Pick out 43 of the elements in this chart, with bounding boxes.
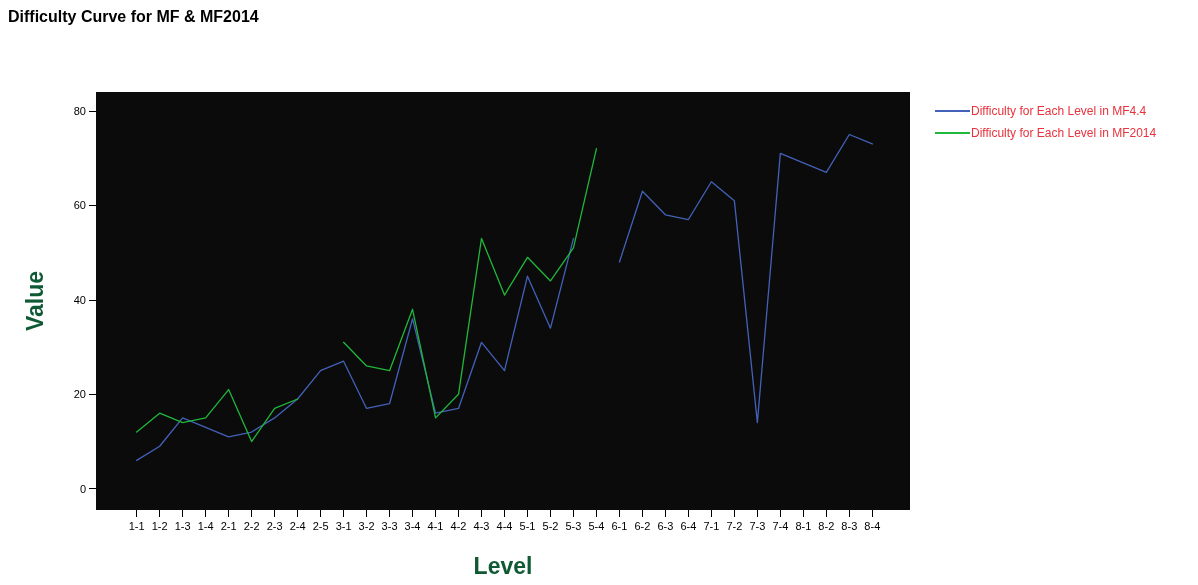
x-tick-label: 3-1 (335, 519, 352, 532)
x-tick-label: 8-4 (864, 519, 881, 532)
legend-label: Difficulty for Each Level in MF4.4 (971, 104, 1147, 118)
x-tick-label: 3-4 (404, 519, 421, 532)
x-tick-label: 4-4 (496, 519, 513, 532)
x-tick-label: 4-1 (427, 519, 444, 532)
x-tick-label: 5-1 (519, 519, 536, 532)
x-tick-label: 7-2 (726, 519, 743, 532)
x-tick-label: 4-3 (473, 519, 490, 532)
x-tick-label: 5-2 (542, 519, 559, 532)
x-tick-label: 1-3 (174, 519, 191, 532)
x-tick-label: 1-1 (128, 519, 145, 532)
x-tick-label: 6-2 (634, 519, 651, 532)
y-tick-label: 40 (73, 293, 86, 306)
x-tick-label: 1-2 (151, 519, 168, 532)
x-tick-label: 7-3 (749, 519, 766, 532)
x-tick-label: 6-1 (611, 519, 628, 532)
x-tick-label: 8-3 (841, 519, 858, 532)
x-tick-label: 6-4 (680, 519, 697, 532)
x-tick-label: 2-4 (289, 519, 306, 532)
x-axis-title: Level (473, 552, 533, 579)
x-tick-label: 3-2 (358, 519, 375, 532)
x-tick-label: 5-3 (565, 519, 582, 532)
x-tick-label: 7-4 (772, 519, 789, 532)
y-axis-title: Value (21, 270, 48, 332)
x-tick-label: 1-4 (197, 519, 214, 532)
x-tick-label: 6-3 (657, 519, 674, 532)
x-tick-label: 5-4 (588, 519, 605, 532)
y-tick-label: 20 (73, 388, 86, 401)
x-tick-label: 2-2 (243, 519, 260, 532)
x-tick-label: 7-1 (703, 519, 720, 532)
y-tick-label: 60 (73, 199, 86, 212)
y-tick-label: 80 (73, 104, 86, 117)
y-tick-label: 0 (79, 482, 86, 495)
legend-label: Difficulty for Each Level in MF2014 (971, 126, 1157, 140)
x-tick-label: 2-1 (220, 519, 237, 532)
x-tick-label: 8-1 (795, 519, 812, 532)
x-tick-label: 4-2 (450, 519, 467, 532)
x-tick-label: 8-2 (818, 519, 835, 532)
x-tick-label: 3-3 (381, 519, 398, 532)
chart-title: Difficulty Curve for MF & MF2014 (8, 7, 259, 25)
x-tick-label: 2-5 (312, 519, 329, 532)
x-tick-label: 2-3 (266, 519, 283, 532)
